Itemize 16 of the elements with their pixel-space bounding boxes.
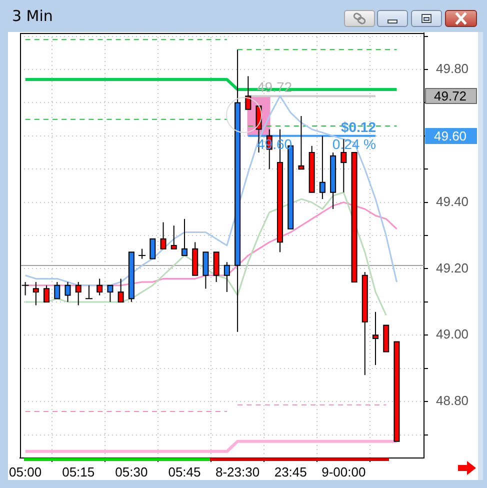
- y-tick-label: 48.80: [436, 393, 469, 408]
- y-tick-label: 49.40: [436, 194, 469, 209]
- x-tick-label: 05:15: [62, 464, 95, 480]
- x-tick-label: 23:45: [274, 464, 307, 480]
- y-tick-label: 49.80: [436, 61, 469, 76]
- y-tick-label: 49.20: [436, 260, 469, 276]
- x-tick-label: 9-00:00: [322, 464, 366, 480]
- x-tick-label: 05:00: [9, 464, 42, 480]
- text: 49.72: [434, 88, 467, 104]
- y-tick-label: 49.00: [436, 326, 469, 342]
- annotation: $0.12: [340, 118, 376, 135]
- x-tick-label: 05:45: [168, 464, 201, 480]
- chart-title: 3 Min: [12, 7, 53, 25]
- x-tick-label: 05:30: [115, 464, 148, 480]
- x-tick-label: 8-23:30: [216, 464, 260, 480]
- text: 49.60: [434, 128, 467, 144]
